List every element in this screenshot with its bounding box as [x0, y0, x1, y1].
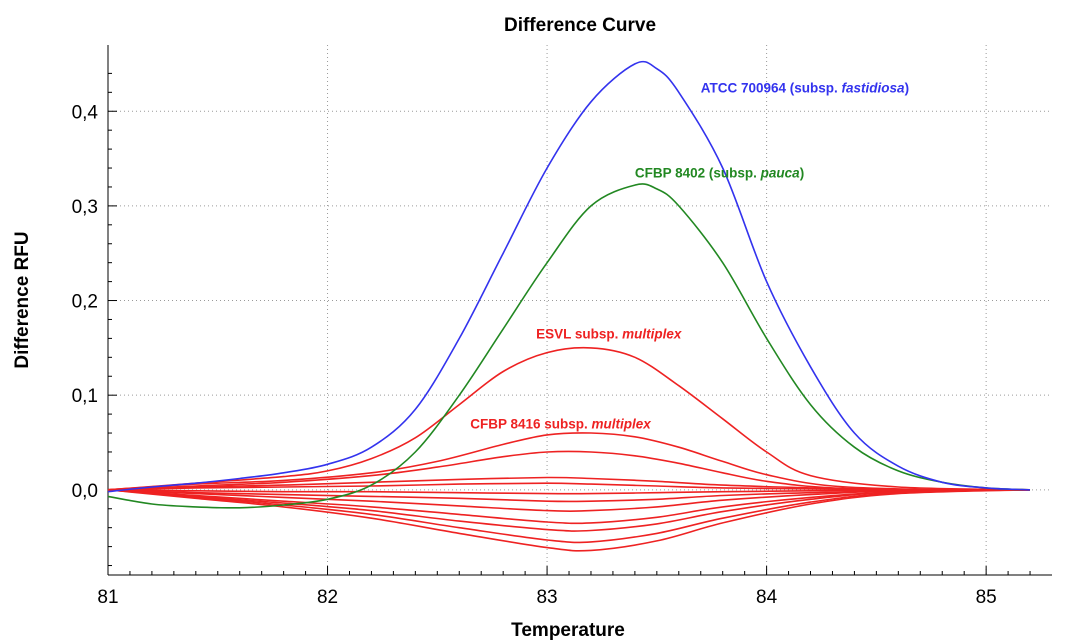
series-line	[107, 489, 1031, 503]
axes: 81 82 83 84 85 0,0 0,1 0,2 0,3 0,4	[72, 45, 1052, 608]
grid	[107, 45, 1052, 575]
curves	[107, 60, 1031, 552]
y-tick-label: 0,2	[72, 292, 98, 313]
x-tick-label: 83	[536, 587, 557, 608]
annotation-label: CFBP 8416 subsp. multiplex	[470, 416, 651, 431]
annotation-italic: pauca	[760, 166, 801, 181]
series-line	[107, 489, 1031, 525]
y-tick-label: 0,0	[72, 481, 98, 502]
series-line	[107, 489, 1031, 512]
x-tick-label: 84	[756, 587, 778, 608]
y-tick-label: 0,4	[72, 102, 99, 123]
series-line	[107, 488, 1031, 495]
y-axis-title: Difference RFU	[12, 231, 33, 368]
annotations: ATCC 700964 (subsp. fastidiosa)CFBP 8402…	[470, 80, 909, 431]
annotation-tail: )	[800, 166, 805, 181]
series-line	[107, 183, 1031, 509]
series-line	[107, 432, 1031, 491]
annotation-italic: multiplex	[592, 416, 652, 431]
annotation-italic: fastidiosa	[842, 80, 906, 95]
x-tick-label: 85	[976, 587, 997, 608]
annotation-text: CFBP 8402 (subsp.	[635, 166, 761, 181]
annotation-label: ATCC 700964 (subsp. fastidiosa)	[701, 80, 909, 95]
annotation-tail: )	[905, 80, 910, 95]
y-tick-label: 0,3	[72, 197, 98, 218]
series-line	[107, 60, 1031, 493]
series-line	[107, 346, 1031, 491]
series-line	[107, 482, 1031, 491]
x-tick-label: 81	[97, 587, 118, 608]
series-line	[107, 489, 1031, 544]
x-tick-label: 82	[317, 587, 338, 608]
y-tick-label: 0,1	[72, 386, 98, 407]
annotation-text: ATCC 700964 (subsp.	[701, 80, 842, 95]
annotation-label: CFBP 8402 (subsp. pauca)	[635, 166, 804, 181]
annotation-text: CFBP 8416 subsp.	[470, 416, 591, 431]
series-line	[107, 489, 1031, 532]
annotation-italic: multiplex	[622, 326, 682, 341]
chart-title: Difference Curve	[504, 15, 656, 36]
annotation-text: ESVL subsp.	[536, 326, 622, 341]
annotation-label: ESVL subsp. multiplex	[536, 326, 682, 341]
x-axis-title: Temperature	[511, 620, 625, 641]
